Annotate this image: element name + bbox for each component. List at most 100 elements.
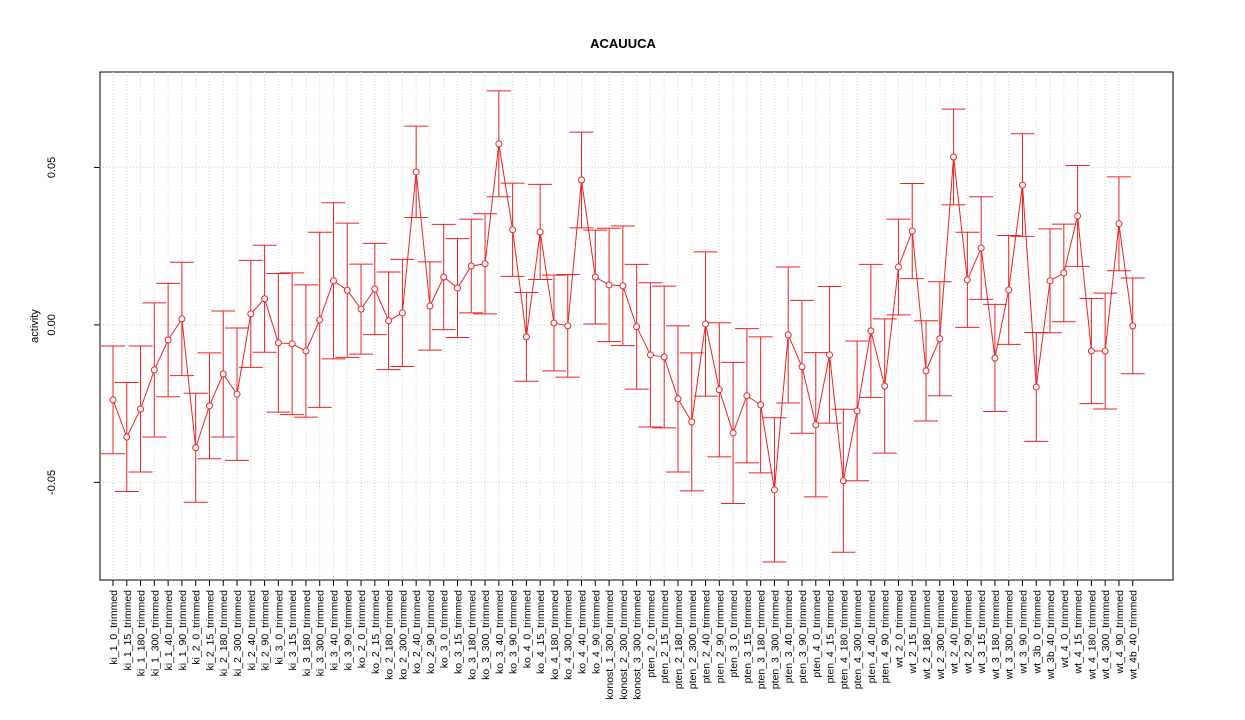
x-tick-label: ki_3_15_trimmed [287,590,299,671]
x-tick-label: wt_4_15_trimmed [1073,590,1085,675]
point [770,486,778,494]
point [123,433,131,441]
point [922,367,930,375]
point [247,310,255,318]
point [564,322,572,330]
x-tick-label: ko_4_40_trimmed [577,590,589,674]
point [1074,212,1082,220]
x-tick-label: pten_2_40_trimmed [701,590,713,684]
point [798,363,806,371]
point [522,333,530,341]
point [977,244,985,252]
point [1087,347,1095,355]
x-tick-label: pten_2_0_trimmed [645,590,657,678]
point [743,392,751,400]
point [150,366,158,374]
x-tick-label: wt_3_180_trimmed [990,590,1002,680]
x-tick-label: ko_3_90_trimmed [508,590,520,674]
x-tick-label: pten_4_90_trimmed [880,590,892,684]
x-tick-label: pten_2_300_trimmed [687,590,699,689]
point [674,395,682,403]
point [357,305,365,313]
point [329,277,337,285]
point [963,276,971,284]
point [371,285,379,293]
x-tick-label: ki_3_40_trimmed [328,590,340,671]
x-tick-label: ki_1_0_trimmed [108,590,120,665]
point [137,405,145,413]
point [591,273,599,281]
point [908,227,916,235]
x-tick-label: wt_3_90_trimmed [1017,590,1029,675]
point [757,401,765,409]
point [205,402,213,410]
x-tick-label: ko_4_300_trimmed [563,590,575,680]
x-tick-label: wt_2_90_trimmed [962,590,974,675]
point [509,226,517,234]
point [991,354,999,362]
point [1032,383,1040,391]
y-tick-label: 0.00 [46,314,58,335]
x-tick-label: pten_3_15_trimmed [742,590,754,684]
point [605,281,613,289]
y-tick-label: 0.05 [46,157,58,178]
point [881,382,889,390]
x-tick-label: pten_2_180_trimmed [673,590,685,689]
point [812,421,820,429]
point [1018,181,1026,189]
point [454,284,461,292]
point [233,390,241,398]
x-tick-label: wt_4_300_trimmed [1100,590,1112,680]
x-tick-label: pten_4_0_trimmed [811,590,823,678]
point [426,302,434,310]
x-tick-label: ko_4_0_trimmed [521,590,533,668]
x-tick-label: ko_2_180_trimmed [384,590,396,680]
point [784,331,792,339]
point [316,316,324,324]
x-tick-label: ko_3_0_trimmed [439,590,451,668]
point [1129,322,1137,330]
x-tick-label: ki_2_40_trimmed [246,590,258,671]
point [302,347,310,355]
x-tick-label: pten_4_15_trimmed [825,590,837,684]
x-tick-label: konost_3_300_trimmed [632,590,644,700]
x-tick-label: pten_2_90_trimmed [714,590,726,684]
chart-title: ACAUUCA [590,36,656,51]
point [578,176,586,184]
x-tick-label: ko_2_15_trimmed [370,590,382,674]
point [1115,220,1123,228]
x-tick-label: ki_3_300_trimmed [315,590,327,677]
x-tick-label: ko_2_90_trimmed [425,590,437,674]
x-tick-label: pten_4_180_trimmed [838,590,850,689]
x-tick-label: ki_2_0_trimmed [191,590,203,665]
point [867,327,875,335]
point [109,396,117,404]
point [1005,286,1013,294]
x-tick-label: wt_2_180_trimmed [921,590,933,680]
x-tick-label: wt_2_300_trimmed [935,590,947,680]
point [495,140,503,148]
x-tick-label: ko_4_180_trimmed [549,590,561,680]
point [1060,269,1068,277]
x-tick-label: ki_2_90_trimmed [260,590,272,671]
x-tick-label: ko_4_90_trimmed [590,590,602,674]
point [646,351,654,359]
x-tick-label: ki_1_300_trimmed [149,590,161,677]
x-tick-label: wt_4_0_trimmed [1059,590,1071,669]
point [1101,347,1109,355]
point [826,351,834,359]
x-tick-label: ki_3_0_trimmed [273,590,285,665]
x-tick-label: wt_4_180_trimmed [1086,590,1098,680]
x-tick-label: ki_2_15_trimmed [204,590,216,671]
x-tick-label: ki_1_90_trimmed [177,590,189,671]
point [702,320,710,328]
point [412,168,420,176]
x-tick-label: ki_3_180_trimmed [301,590,313,677]
x-tick-label: ki_3_90_trimmed [342,590,354,671]
x-tick-label: wt_3b_40_trimmed [1045,590,1057,680]
point [853,407,861,415]
point [715,386,723,394]
x-tick-label: pten_3_0_trimmed [728,590,740,678]
point [440,273,448,281]
